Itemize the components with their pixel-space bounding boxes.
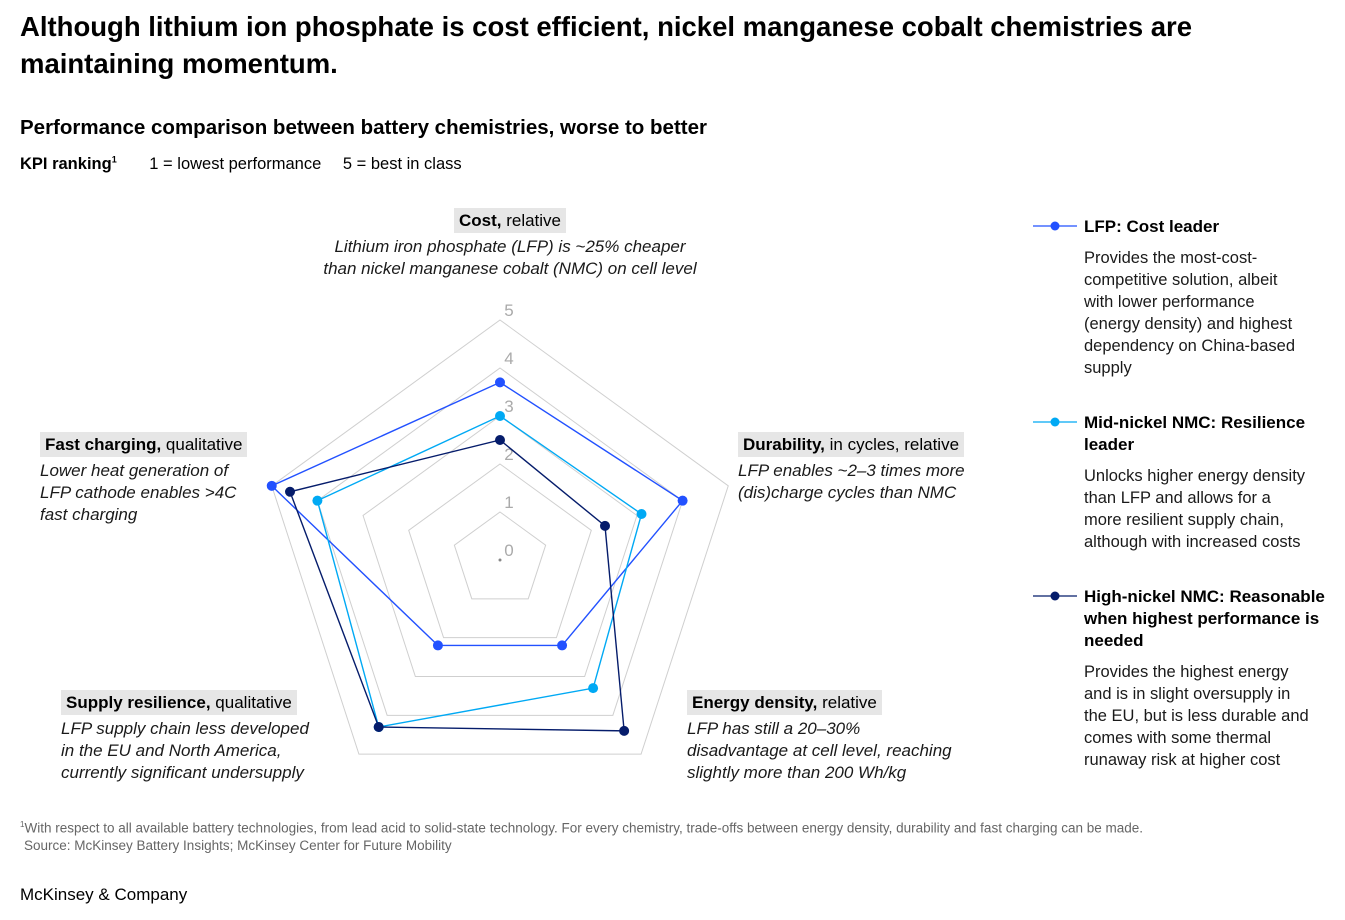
series-0-point-energy-density [557, 640, 568, 651]
series-line-2 [289, 439, 625, 732]
legend-title-mid-nickel: Mid-nickel NMC: Resilience leader [1084, 413, 1306, 454]
legend-desc-lfp: Provides the most-cost-competitive solut… [1084, 249, 1295, 377]
series-1-point-energy-density [588, 683, 599, 694]
legend-marker-lfp [1033, 221, 1077, 231]
chart-title: Although lithium ion phosphate is cost e… [20, 11, 1193, 79]
center-dot [498, 558, 502, 562]
kpi-footnote-mark: 1 [111, 154, 117, 164]
tick-label-3: 3 [504, 397, 513, 416]
series-2-point-fast-charging [285, 486, 296, 497]
axis-label-durability: Durability, in cycles, relative [738, 432, 965, 457]
legend-marker-high-nickel [1033, 591, 1077, 601]
axis-label-supply-resilience: Supply resilience, qualitative [61, 690, 297, 715]
brand-logo-text: McKinsey & Company [20, 885, 188, 904]
source-line: Source: McKinsey Battery Insights; McKin… [24, 837, 452, 853]
grid-ring-4 [316, 367, 684, 716]
axis-block-durability: Durability, in cycles, relative LFP enab… [738, 432, 998, 504]
axis-note-fast-charging: Lower heat generation of LFP cathode enab… [40, 461, 237, 524]
kpi-scale-high: 5 = best in class [342, 154, 462, 173]
series-1-point-durability [636, 509, 647, 520]
axis-note-cost: Lithium iron phosphate (LFP) is ~25% che… [323, 237, 697, 278]
legend-desc-high-nickel: Provides the highest energy and is in sli… [1084, 663, 1309, 769]
legend-title-lfp: LFP: Cost leader [1084, 217, 1220, 236]
axis-label-fast-charging: Fast charging, qualitative [40, 432, 248, 457]
grid-ring-1 [453, 511, 547, 600]
legend-item-lfp: LFP: Cost leader Provides the most-cost-… [1033, 216, 1333, 379]
series-0-point-fast-charging [266, 480, 277, 491]
tick-label-4: 4 [504, 349, 513, 368]
series-1-point-cost [495, 411, 505, 421]
axis-block-fast-charging: Fast charging, qualitative Lower heat ge… [40, 432, 300, 526]
axis-block-energy-density: Energy density, relative LFP has still a… [687, 690, 987, 784]
series-2-point-cost [495, 435, 505, 445]
series-0-point-durability [677, 495, 688, 506]
legend-marker-mid-nickel [1033, 417, 1077, 427]
axis-block-supply-resilience: Supply resilience, qualitative LFP suppl… [61, 690, 361, 784]
series-line-1 [316, 415, 643, 728]
legend-item-mid-nickel: Mid-nickel NMC: Resilience leader Unlock… [1033, 412, 1333, 553]
axis-label-energy-density: Energy density, relative [687, 690, 882, 715]
grid-ring-5 [271, 319, 729, 755]
axis-note-supply-resilience: LFP supply chain less developed in the EU… [61, 719, 309, 782]
tick-label-5: 5 [504, 301, 513, 320]
grid-ring-3 [362, 415, 638, 677]
tick-label-2: 2 [504, 445, 513, 464]
series-1-point-fast-charging [312, 495, 323, 506]
series-line-0 [270, 381, 684, 647]
kpi-ranking-key: KPI ranking1 1 = lowest performance 5 = … [20, 154, 462, 174]
tick-label-1: 1 [504, 493, 513, 512]
legend-item-high-nickel: High-nickel NMC: Reasonable when highest… [1033, 586, 1333, 771]
chart-subtitle: Performance comparison between battery c… [20, 116, 707, 139]
series-2-point-energy-density [619, 725, 630, 736]
axis-block-cost: Cost, relative Lithium iron phosphate (L… [310, 208, 710, 280]
axis-note-durability: LFP enables ~2–3 times more (dis)charge c… [738, 461, 965, 502]
tick-label-0: 0 [504, 541, 513, 560]
legend-title-high-nickel: High-nickel NMC: Reasonable when highest… [1084, 587, 1325, 650]
series-0-point-cost [495, 377, 505, 388]
legend-desc-mid-nickel: Unlocks higher energy density than LFP an… [1084, 467, 1306, 551]
axis-note-energy-density: LFP has still a 20–30% disadvantage at ce… [687, 719, 952, 782]
grid-ring-2 [408, 463, 592, 639]
kpi-label: KPI ranking [20, 154, 112, 173]
series-2-point-supply-resilience [373, 721, 384, 732]
series-2-point-durability [599, 520, 610, 531]
series-0-point-supply-resilience [432, 640, 443, 651]
footnote: 1With respect to all available battery t… [20, 820, 1144, 853]
axis-label-cost: Cost, relative [453, 208, 567, 233]
kpi-scale-low: 1 = lowest performance [149, 154, 322, 173]
